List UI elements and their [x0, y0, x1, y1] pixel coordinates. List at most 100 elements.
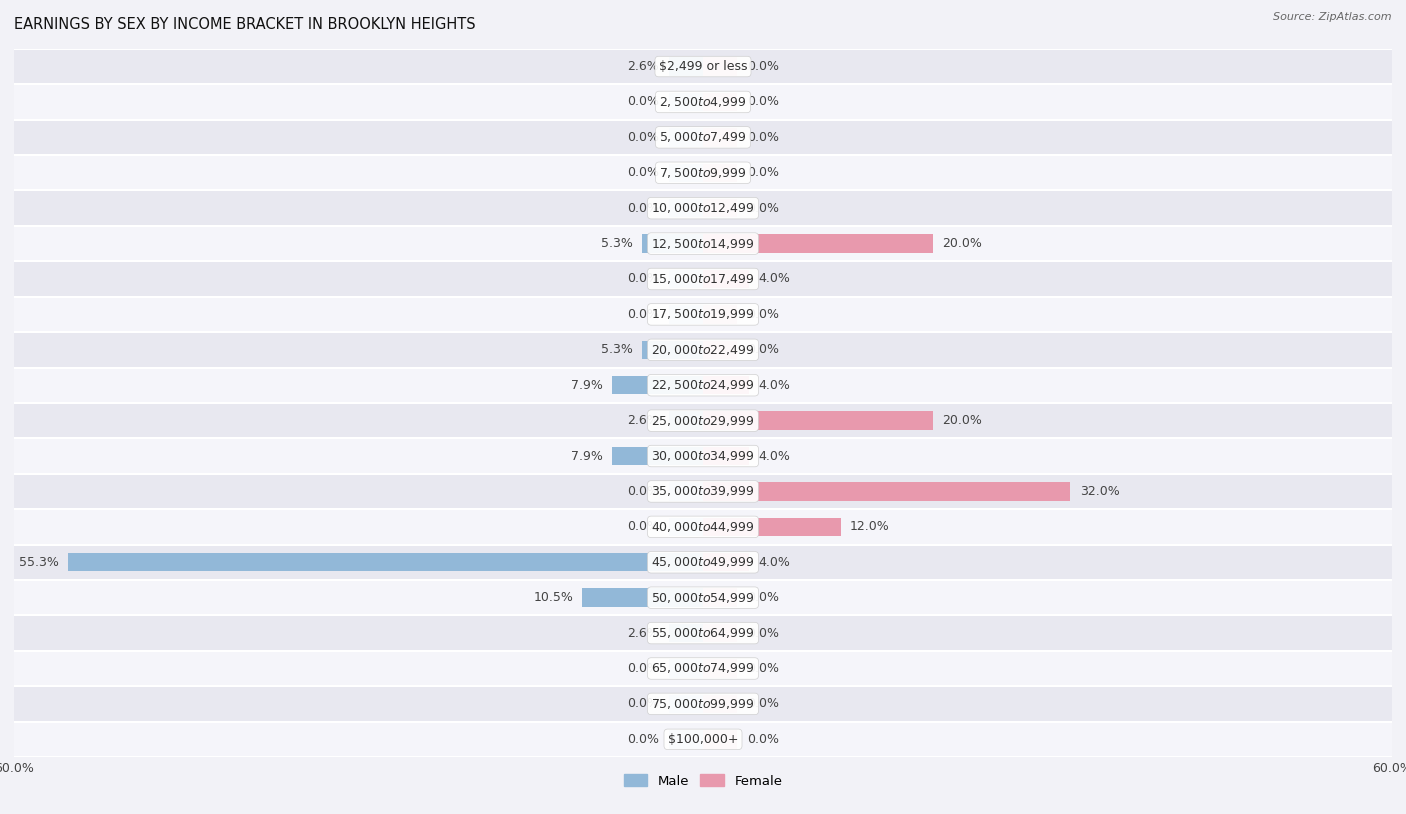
Text: 0.0%: 0.0%: [747, 344, 779, 357]
Bar: [703, 164, 738, 182]
Text: $10,000 to $12,499: $10,000 to $12,499: [651, 201, 755, 215]
Bar: [703, 624, 738, 642]
Bar: [669, 93, 703, 112]
Bar: [643, 234, 703, 253]
Text: Source: ZipAtlas.com: Source: ZipAtlas.com: [1274, 12, 1392, 22]
Text: $15,000 to $17,499: $15,000 to $17,499: [651, 272, 755, 286]
Text: 0.0%: 0.0%: [627, 273, 659, 286]
Bar: [669, 730, 703, 749]
Text: 7.9%: 7.9%: [571, 449, 603, 462]
Text: 20.0%: 20.0%: [942, 414, 981, 427]
Text: 5.3%: 5.3%: [602, 237, 633, 250]
Text: $25,000 to $29,999: $25,000 to $29,999: [651, 414, 755, 427]
Bar: [669, 411, 703, 430]
Bar: [14, 510, 1392, 545]
Text: $65,000 to $74,999: $65,000 to $74,999: [651, 662, 755, 676]
Bar: [703, 730, 738, 749]
Text: 0.0%: 0.0%: [747, 627, 779, 640]
Bar: [703, 659, 738, 678]
Bar: [14, 225, 1392, 261]
Text: $55,000 to $64,999: $55,000 to $64,999: [651, 626, 755, 640]
Text: $22,500 to $24,999: $22,500 to $24,999: [651, 379, 755, 392]
Bar: [14, 120, 1392, 155]
Text: 0.0%: 0.0%: [747, 733, 779, 746]
Bar: [703, 482, 1070, 501]
Text: $5,000 to $7,499: $5,000 to $7,499: [659, 130, 747, 144]
Text: 0.0%: 0.0%: [627, 131, 659, 144]
Bar: [703, 518, 841, 536]
Bar: [703, 340, 738, 359]
Bar: [14, 190, 1392, 225]
Text: 2.6%: 2.6%: [627, 627, 659, 640]
Text: 0.0%: 0.0%: [747, 166, 779, 179]
Bar: [703, 411, 932, 430]
Text: $50,000 to $54,999: $50,000 to $54,999: [651, 591, 755, 605]
Text: $7,500 to $9,999: $7,500 to $9,999: [659, 166, 747, 180]
Text: $100,000+: $100,000+: [668, 733, 738, 746]
Text: 12.0%: 12.0%: [851, 520, 890, 533]
Text: 55.3%: 55.3%: [18, 556, 59, 569]
Text: 0.0%: 0.0%: [747, 95, 779, 108]
Bar: [14, 545, 1392, 580]
Bar: [14, 296, 1392, 332]
Bar: [643, 340, 703, 359]
Bar: [703, 234, 932, 253]
Bar: [669, 624, 703, 642]
Text: 0.0%: 0.0%: [747, 698, 779, 711]
Text: 5.3%: 5.3%: [602, 344, 633, 357]
Bar: [669, 518, 703, 536]
Text: $40,000 to $44,999: $40,000 to $44,999: [651, 520, 755, 534]
Text: 0.0%: 0.0%: [747, 591, 779, 604]
Bar: [612, 447, 703, 466]
Text: $2,499 or less: $2,499 or less: [659, 60, 747, 73]
Text: 0.0%: 0.0%: [747, 202, 779, 215]
Bar: [669, 57, 703, 76]
Bar: [669, 305, 703, 324]
Text: 0.0%: 0.0%: [627, 485, 659, 498]
Text: $20,000 to $22,499: $20,000 to $22,499: [651, 343, 755, 357]
Bar: [703, 694, 738, 713]
Text: 0.0%: 0.0%: [627, 662, 659, 675]
Bar: [703, 447, 749, 466]
Bar: [669, 482, 703, 501]
Text: 2.6%: 2.6%: [627, 60, 659, 73]
Text: 20.0%: 20.0%: [942, 237, 981, 250]
Bar: [14, 332, 1392, 368]
Bar: [14, 686, 1392, 721]
Text: $30,000 to $34,999: $30,000 to $34,999: [651, 449, 755, 463]
Text: $12,500 to $14,999: $12,500 to $14,999: [651, 237, 755, 251]
Text: 0.0%: 0.0%: [627, 95, 659, 108]
Bar: [612, 376, 703, 395]
Text: 0.0%: 0.0%: [627, 166, 659, 179]
Text: 4.0%: 4.0%: [758, 273, 790, 286]
Bar: [669, 269, 703, 288]
Text: $35,000 to $39,999: $35,000 to $39,999: [651, 484, 755, 498]
Text: 0.0%: 0.0%: [627, 202, 659, 215]
Bar: [14, 438, 1392, 474]
Text: 0.0%: 0.0%: [747, 308, 779, 321]
Bar: [703, 57, 738, 76]
Bar: [703, 93, 738, 112]
Bar: [669, 694, 703, 713]
Bar: [703, 553, 749, 571]
Text: EARNINGS BY SEX BY INCOME BRACKET IN BROOKLYN HEIGHTS: EARNINGS BY SEX BY INCOME BRACKET IN BRO…: [14, 17, 475, 33]
Bar: [703, 269, 749, 288]
Text: 7.9%: 7.9%: [571, 379, 603, 392]
Text: $45,000 to $49,999: $45,000 to $49,999: [651, 555, 755, 569]
Text: $17,500 to $19,999: $17,500 to $19,999: [651, 308, 755, 322]
Text: 32.0%: 32.0%: [1080, 485, 1119, 498]
Text: 2.6%: 2.6%: [627, 414, 659, 427]
Bar: [14, 49, 1392, 84]
Text: 0.0%: 0.0%: [627, 308, 659, 321]
Text: 0.0%: 0.0%: [747, 60, 779, 73]
Bar: [703, 305, 738, 324]
Text: 4.0%: 4.0%: [758, 379, 790, 392]
Bar: [14, 261, 1392, 296]
Bar: [14, 474, 1392, 510]
Bar: [669, 659, 703, 678]
Bar: [669, 128, 703, 147]
Text: 0.0%: 0.0%: [627, 698, 659, 711]
Bar: [14, 403, 1392, 438]
Bar: [703, 199, 738, 217]
Bar: [14, 650, 1392, 686]
